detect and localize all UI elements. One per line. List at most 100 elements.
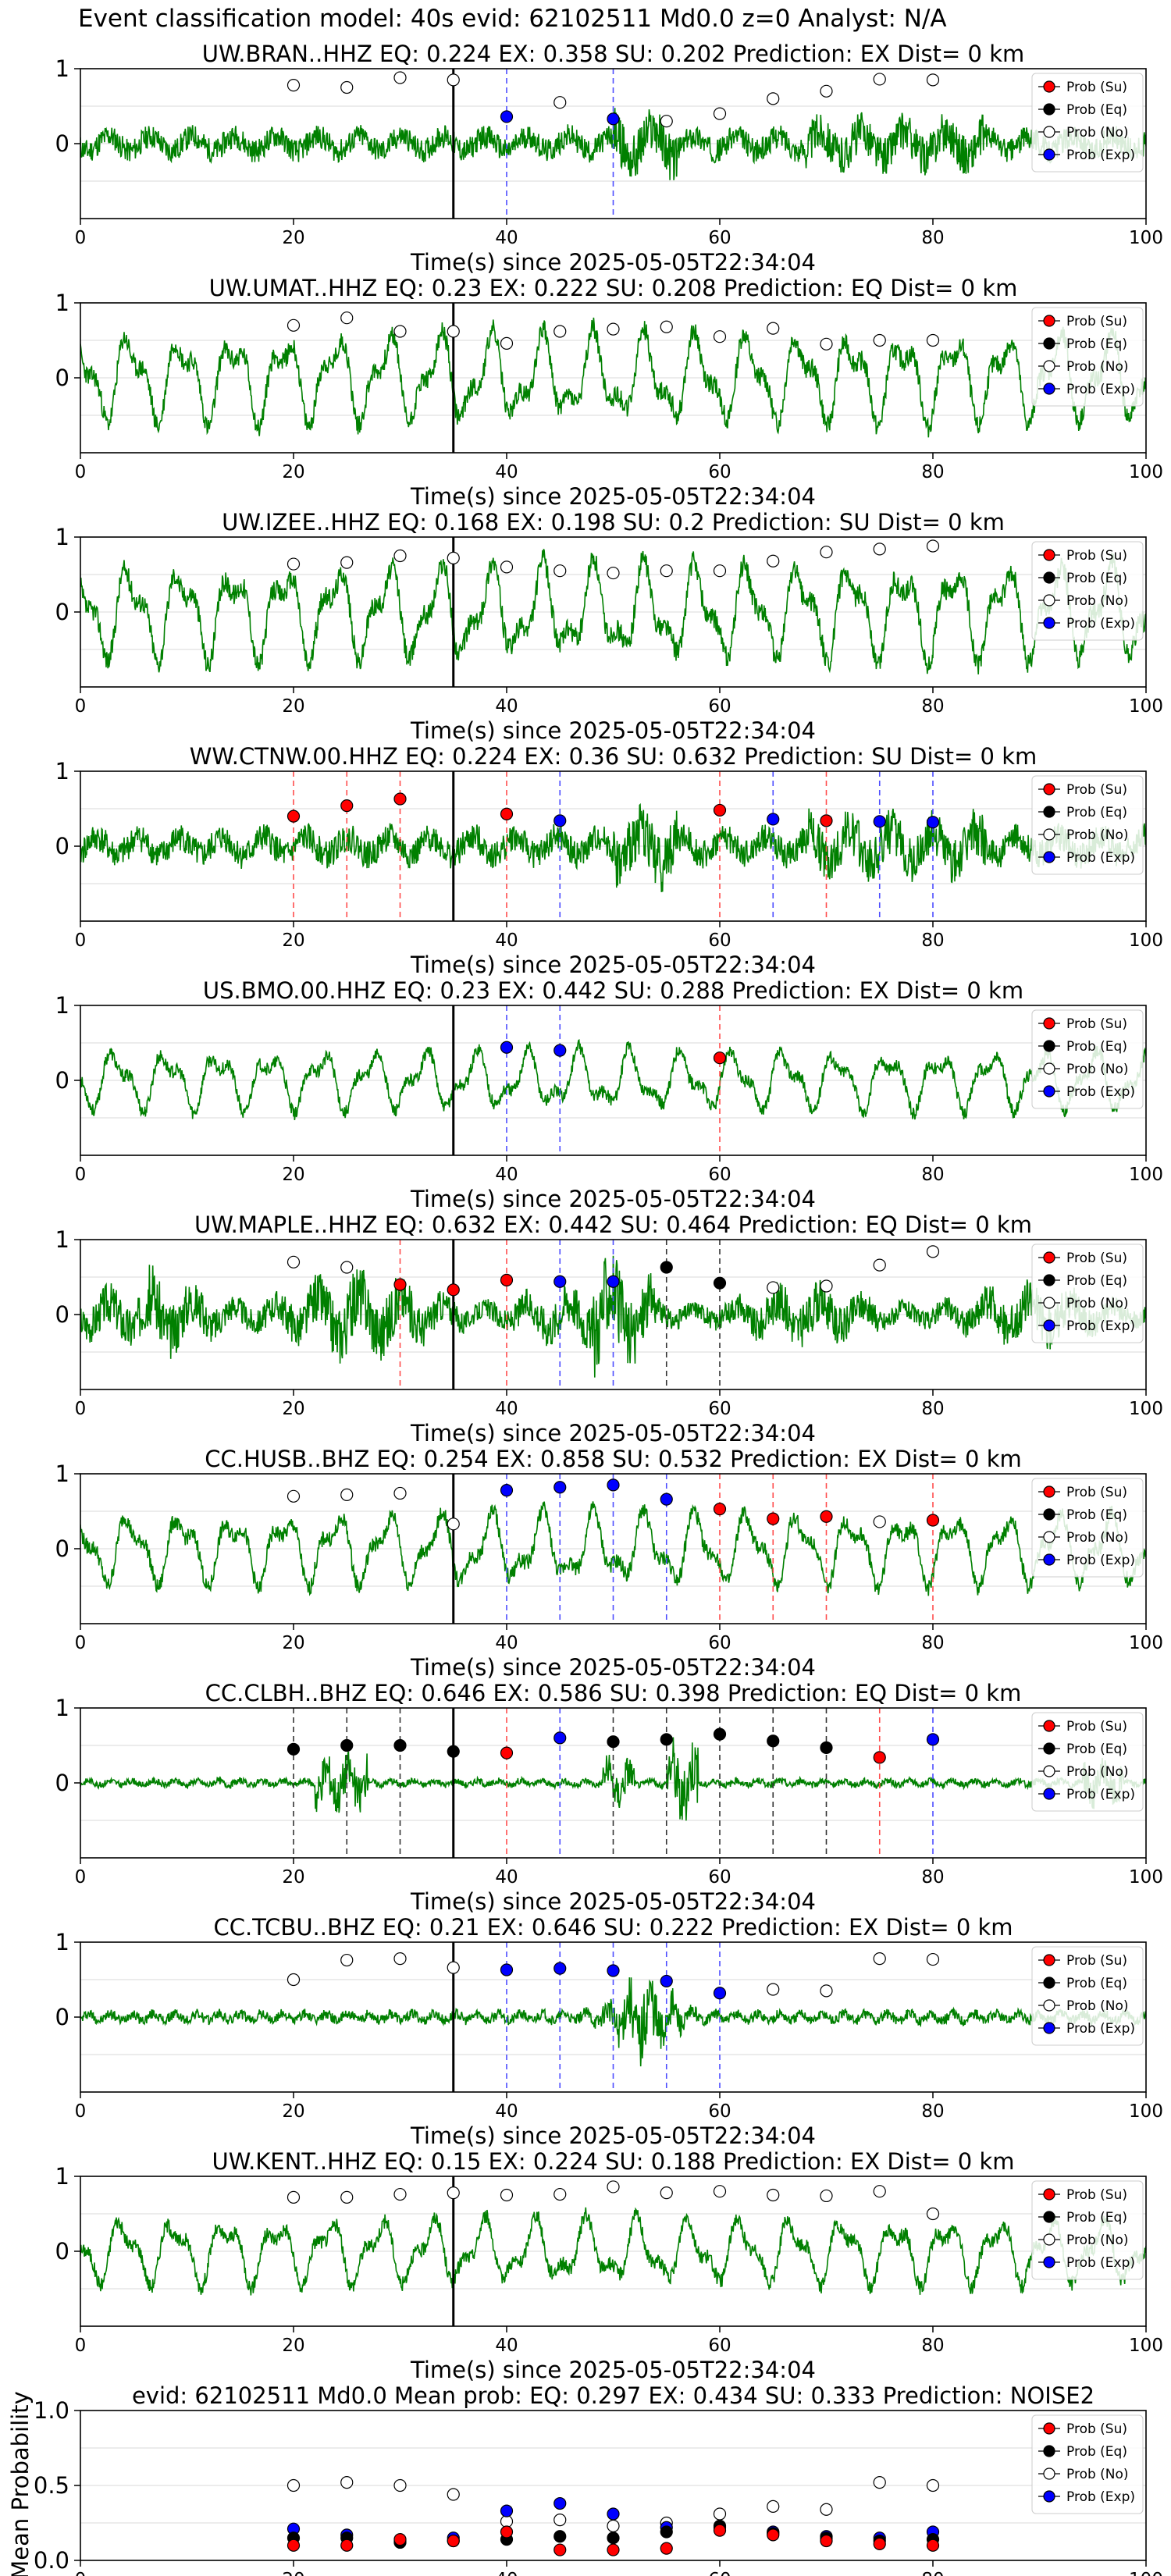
waveform-trace [80, 1039, 1146, 1120]
legend-label: Prob (No) [1066, 1998, 1129, 2014]
prob-point-su [287, 809, 301, 823]
prob-point-no [713, 564, 727, 578]
x-tick-label: 80 [921, 1165, 944, 1185]
legend-label: Prob (Eq) [1066, 102, 1127, 118]
legend: Prob (Su) Prob (Eq) Prob (No) Prob (Exp) [1031, 775, 1144, 875]
legend-marker-exp [1043, 851, 1055, 863]
legend-label: Prob (Exp) [1066, 616, 1135, 632]
x-tick-label: 40 [495, 1165, 518, 1185]
legend-marker-su [1043, 1954, 1055, 1966]
x-tick-label: 0 [75, 1867, 87, 1888]
x-tick-label: 20 [282, 696, 304, 717]
mean-point-no [287, 2478, 301, 2492]
legend-box [1031, 2180, 1144, 2280]
prob-point-no [767, 554, 780, 568]
x-axis-label: Time(s) since 2025-05-05T22:34:04 [410, 249, 816, 276]
mean-point-eq [553, 2530, 567, 2543]
prob-point-no [660, 2186, 673, 2200]
legend-box [1031, 307, 1144, 407]
legend-marker-no [1043, 2233, 1055, 2246]
x-tick-label: 40 [495, 2570, 518, 2576]
panel-title: CC.HUSB..BHZ EQ: 0.254 EX: 0.858 SU: 0.5… [205, 1446, 1022, 1472]
x-tick-label: 100 [1129, 1633, 1163, 1653]
mean-point-su [713, 2524, 727, 2537]
legend-marker-exp [1043, 2256, 1055, 2268]
prob-point-no [660, 564, 673, 578]
x-tick-label: 100 [1129, 462, 1163, 482]
legend-label: Prob (No) [1066, 1764, 1129, 1780]
x-tick-label: 40 [495, 462, 518, 482]
legend-label: Prob (Eq) [1066, 1976, 1127, 1991]
legend-label: Prob (Su) [1066, 1485, 1127, 1500]
prob-point-exp [660, 1974, 673, 1988]
panel-us-bmo-00-hhz: US.BMO.00.HHZ EQ: 0.23 EX: 0.442 SU: 0.2… [55, 977, 1163, 1212]
mean-point-no [713, 2507, 727, 2521]
legend-box [1031, 775, 1144, 875]
prob-point-su [500, 1273, 514, 1286]
legend-marker-no [1043, 2467, 1055, 2480]
prob-point-no [926, 333, 940, 347]
prob-point-exp [607, 1478, 620, 1492]
panel-title: evid: 62102511 Md0.0 Mean prob: EQ: 0.29… [132, 2382, 1094, 2409]
mean-point-no [767, 2500, 780, 2513]
waveform-trace [80, 1501, 1146, 1596]
x-tick-label: 0 [75, 1399, 87, 1419]
legend-marker-su [1043, 1251, 1055, 1264]
legend-marker-su [1043, 549, 1055, 561]
prob-point-no [767, 92, 780, 105]
prob-point-su [820, 1510, 833, 1523]
legend-marker-eq [1043, 571, 1055, 584]
legend: Prob (Su) Prob (Eq) Prob (No) Prob (Exp) [1031, 1946, 1144, 2046]
plot-area [80, 303, 1146, 453]
y-tick-label: 0.5 [34, 2472, 69, 2499]
y-tick-label: 0 [55, 2238, 69, 2265]
mean-point-su [447, 2534, 460, 2548]
prob-point-no [340, 2190, 354, 2204]
x-tick-label: 0 [75, 462, 87, 482]
x-tick-label: 100 [1129, 1165, 1163, 1185]
y-axis-label: Mean Probability [7, 2391, 34, 2576]
panel-cc-tcbu--bhz: CC.TCBU..BHZ EQ: 0.21 EX: 0.646 SU: 0.22… [55, 1914, 1163, 2149]
panel-title: WW.CTNW.00.HHZ EQ: 0.224 EX: 0.36 SU: 0.… [190, 743, 1038, 770]
prob-point-no [713, 107, 727, 120]
x-tick-label: 100 [1129, 228, 1163, 248]
mean-point-su [553, 2543, 567, 2556]
plot-area [80, 2447, 1146, 2556]
x-tick-label: 20 [282, 2336, 304, 2356]
legend-marker-no [1043, 1765, 1055, 1777]
waveform-trace [80, 802, 1146, 892]
prob-point-no [447, 1961, 460, 1974]
x-tick-label: 60 [708, 1165, 731, 1185]
legend-label: Prob (No) [1066, 593, 1129, 609]
prob-point-no [873, 73, 886, 86]
x-tick-label: 80 [921, 2336, 944, 2356]
legend-box [1031, 1712, 1144, 1812]
y-tick-label: 0 [55, 1770, 69, 1796]
prob-point-no [926, 2207, 940, 2221]
legend-marker-exp [1043, 1553, 1055, 1566]
mean-point-no [553, 2514, 567, 2527]
x-tick-label: 100 [1129, 2570, 1163, 2576]
x-tick-label: 40 [495, 2336, 518, 2356]
x-axis-label: Time(s) since 2025-05-05T22:34:04 [410, 952, 816, 978]
legend: Prob (Su) Prob (Eq) Prob (No) Prob (Exp) [1031, 1478, 1144, 1578]
y-tick-label: 1 [55, 1695, 69, 1721]
prob-point-su [926, 1514, 940, 1527]
prob-point-no [447, 325, 460, 338]
prob-point-no [873, 1515, 886, 1528]
prob-point-su [767, 1512, 780, 1525]
prob-point-exp [926, 816, 940, 829]
legend-marker-no [1043, 1297, 1055, 1309]
mean-point-su [926, 2539, 940, 2552]
x-tick-label: 0 [75, 2336, 87, 2356]
x-tick-label: 60 [708, 1399, 731, 1419]
mean-point-su [607, 2543, 620, 2556]
legend-box [1031, 73, 1144, 173]
prob-point-su [393, 1278, 407, 1291]
x-tick-label: 40 [495, 1399, 518, 1419]
mean-point-no [393, 2478, 407, 2492]
mean-point-su [287, 2539, 301, 2552]
prob-point-no [660, 115, 673, 128]
legend-marker-no [1043, 1999, 1055, 2012]
panel-uw-maple--hhz: UW.MAPLE..HHZ EQ: 0.632 EX: 0.442 SU: 0.… [55, 1212, 1163, 1446]
